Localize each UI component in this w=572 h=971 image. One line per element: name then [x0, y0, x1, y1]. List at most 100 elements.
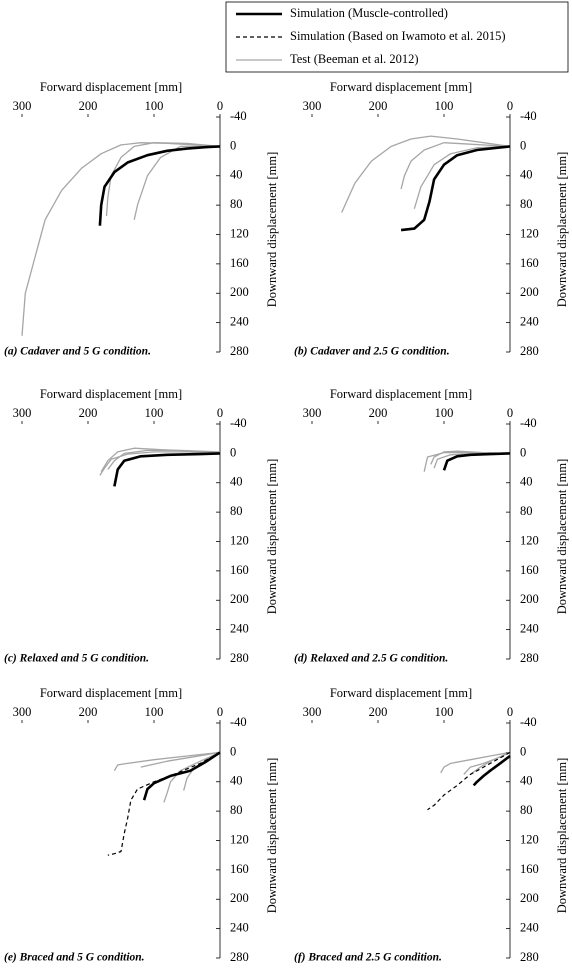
y-tick-label: 120	[230, 226, 249, 240]
x-tick-label: 200	[369, 406, 388, 420]
y-tick-label: 0	[230, 445, 236, 459]
y-axis-label: Downward displacement [mm]	[265, 459, 279, 615]
y-tick-label: 80	[230, 197, 243, 211]
y-tick-label: -40	[230, 109, 247, 123]
x-tick-label: 300	[13, 406, 32, 420]
legend-box	[225, 1, 569, 73]
x-tick-label: 300	[303, 406, 322, 420]
series-line	[107, 449, 221, 470]
y-axis-label: Downward displacement [mm]	[555, 459, 569, 615]
y-tick-label: -40	[520, 715, 537, 729]
x-tick-label: 300	[13, 99, 32, 113]
y-tick-label: 280	[230, 950, 249, 964]
y-tick-label: 200	[520, 592, 539, 606]
panel-caption: (f) Braced and 2.5 G condition.	[294, 952, 442, 964]
series-line	[99, 451, 221, 476]
y-tick-label: 200	[230, 285, 249, 299]
y-tick-label: -40	[230, 416, 247, 430]
y-tick-label: 200	[230, 891, 249, 905]
series-line	[413, 145, 511, 209]
series-line	[21, 142, 221, 336]
y-tick-label: 40	[520, 475, 533, 489]
x-tick-label: 300	[13, 705, 32, 719]
series-line	[341, 135, 511, 213]
y-tick-label: 0	[230, 744, 236, 758]
y-tick-label: -40	[230, 715, 247, 729]
y-tick-label: 240	[520, 315, 539, 329]
y-axis-label: Downward displacement [mm]	[555, 758, 569, 914]
y-tick-label: 0	[520, 138, 526, 152]
x-axis-label: Forward displacement [mm]	[40, 80, 182, 94]
y-tick-label: 160	[520, 256, 539, 270]
series-line	[400, 142, 511, 190]
series-line	[472, 754, 511, 787]
x-tick-label: 0	[217, 705, 223, 719]
y-tick-label: 120	[230, 832, 249, 846]
x-tick-label: 300	[303, 99, 322, 113]
series-line	[442, 452, 511, 471]
y-tick-label: 240	[520, 921, 539, 935]
y-axis-label: Downward displacement [mm]	[265, 758, 279, 914]
legend-label: Simulation (Based on Iwamoto et al. 2015…	[290, 29, 506, 43]
x-tick-label: 100	[435, 406, 454, 420]
x-tick-label: 100	[145, 99, 164, 113]
y-tick-label: 160	[230, 862, 249, 876]
series-line	[98, 145, 221, 226]
y-tick-label: 40	[230, 475, 243, 489]
x-axis-label: Forward displacement [mm]	[330, 80, 472, 94]
y-tick-label: 40	[230, 774, 243, 788]
y-tick-label: -40	[520, 109, 537, 123]
x-tick-label: 200	[79, 99, 98, 113]
y-tick-label: 160	[230, 563, 249, 577]
y-tick-label: 240	[230, 622, 249, 636]
series-line	[440, 751, 511, 774]
y-tick-label: 120	[520, 832, 539, 846]
x-tick-label: 200	[79, 406, 98, 420]
y-tick-label: 0	[520, 744, 526, 758]
x-axis-label: Forward displacement [mm]	[40, 686, 182, 700]
y-tick-label: 200	[520, 285, 539, 299]
panel-caption: (a) Cadaver and 5 G condition.	[4, 346, 151, 358]
y-tick-label: 40	[520, 774, 533, 788]
y-axis-label: Downward displacement [mm]	[265, 152, 279, 308]
y-tick-label: 80	[230, 803, 243, 817]
y-tick-label: 200	[520, 891, 539, 905]
series-line	[113, 452, 221, 487]
x-tick-label: 200	[369, 705, 388, 719]
series-line	[140, 751, 221, 768]
series-line	[400, 145, 511, 232]
series-line	[427, 751, 511, 811]
x-axis-label: Forward displacement [mm]	[330, 686, 472, 700]
y-tick-label: 280	[520, 651, 539, 665]
y-tick-label: 280	[230, 344, 249, 358]
series-line	[133, 145, 220, 220]
x-tick-label: 200	[369, 99, 388, 113]
y-tick-label: 240	[230, 315, 249, 329]
y-tick-label: 120	[520, 533, 539, 547]
y-tick-label: 280	[520, 344, 539, 358]
y-tick-label: 80	[230, 504, 243, 518]
x-axis-label: Forward displacement [mm]	[40, 387, 182, 401]
x-tick-label: 100	[145, 705, 164, 719]
x-tick-label: 100	[145, 406, 164, 420]
y-tick-label: 280	[230, 651, 249, 665]
series-line	[423, 451, 511, 472]
y-tick-label: 160	[520, 862, 539, 876]
series-line	[163, 751, 221, 803]
y-tick-label: 40	[230, 168, 243, 182]
y-tick-label: 120	[520, 226, 539, 240]
y-axis-label: Downward displacement [mm]	[555, 152, 569, 308]
x-tick-label: 0	[217, 99, 223, 113]
series-line	[470, 751, 511, 775]
panel-caption: (c) Relaxed and 5 G condition.	[4, 653, 149, 665]
series-line	[107, 751, 221, 856]
y-tick-label: 240	[230, 921, 249, 935]
legend-label: Simulation (Muscle-controlled)	[290, 6, 448, 20]
y-tick-label: 0	[230, 138, 236, 152]
x-tick-label: 0	[507, 406, 513, 420]
y-tick-label: 160	[520, 563, 539, 577]
x-axis-label: Forward displacement [mm]	[330, 387, 472, 401]
series-line	[142, 751, 221, 801]
